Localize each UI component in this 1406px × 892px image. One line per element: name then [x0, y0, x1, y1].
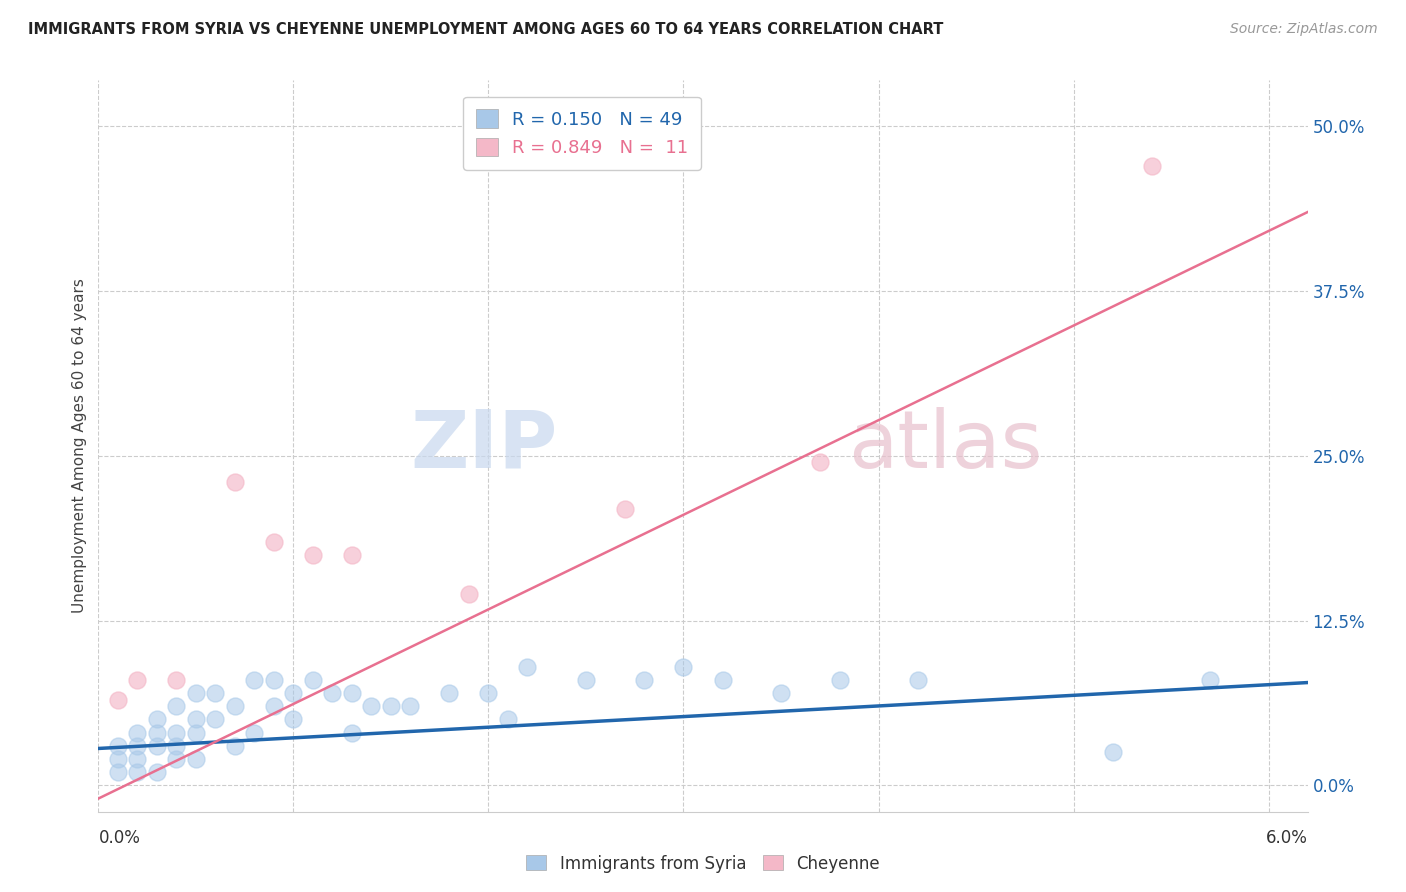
Point — [184, 686, 207, 700]
Point — [243, 725, 266, 739]
Text: 6.0%: 6.0% — [1265, 829, 1308, 847]
Legend: Immigrants from Syria, Cheyenne: Immigrants from Syria, Cheyenne — [520, 848, 886, 880]
Point — [184, 752, 207, 766]
Point — [107, 765, 129, 780]
Point — [243, 673, 266, 687]
Point — [146, 765, 169, 780]
Point — [263, 673, 285, 687]
Point — [575, 673, 598, 687]
Text: ZIP: ZIP — [411, 407, 558, 485]
Point — [165, 725, 187, 739]
Point — [204, 686, 226, 700]
Point — [360, 699, 382, 714]
Y-axis label: Unemployment Among Ages 60 to 64 years: Unemployment Among Ages 60 to 64 years — [72, 278, 87, 614]
Point — [127, 739, 149, 753]
Point — [1101, 746, 1123, 760]
Point — [204, 713, 226, 727]
Point — [828, 673, 851, 687]
Text: Source: ZipAtlas.com: Source: ZipAtlas.com — [1230, 22, 1378, 37]
Point — [399, 699, 422, 714]
Point — [146, 713, 169, 727]
Point — [127, 752, 149, 766]
Point — [283, 713, 305, 727]
Point — [340, 548, 363, 562]
Point — [614, 501, 637, 516]
Point — [107, 739, 129, 753]
Point — [263, 699, 285, 714]
Point — [146, 725, 169, 739]
Point — [302, 673, 325, 687]
Point — [711, 673, 734, 687]
Point — [283, 686, 305, 700]
Point — [146, 739, 169, 753]
Point — [808, 455, 831, 469]
Point — [1199, 673, 1222, 687]
Point — [907, 673, 929, 687]
Point — [633, 673, 655, 687]
Point — [769, 686, 792, 700]
Point — [672, 659, 695, 673]
Point — [127, 765, 149, 780]
Point — [263, 534, 285, 549]
Point — [340, 725, 363, 739]
Text: atlas: atlas — [848, 407, 1042, 485]
Point — [439, 686, 461, 700]
Point — [1140, 159, 1163, 173]
Point — [184, 713, 207, 727]
Point — [184, 725, 207, 739]
Point — [321, 686, 343, 700]
Point — [107, 752, 129, 766]
Point — [516, 659, 538, 673]
Point — [127, 725, 149, 739]
Point — [380, 699, 402, 714]
Point — [224, 699, 246, 714]
Point — [477, 686, 499, 700]
Point — [302, 548, 325, 562]
Point — [107, 692, 129, 706]
Point — [165, 699, 187, 714]
Point — [165, 673, 187, 687]
Point — [496, 713, 519, 727]
Point — [127, 673, 149, 687]
Point — [340, 686, 363, 700]
Point — [458, 587, 481, 601]
Point — [224, 475, 246, 490]
Point — [165, 739, 187, 753]
Text: 0.0%: 0.0% — [98, 829, 141, 847]
Text: IMMIGRANTS FROM SYRIA VS CHEYENNE UNEMPLOYMENT AMONG AGES 60 TO 64 YEARS CORRELA: IMMIGRANTS FROM SYRIA VS CHEYENNE UNEMPL… — [28, 22, 943, 37]
Point — [165, 752, 187, 766]
Point — [224, 739, 246, 753]
Legend: R = 0.150   N = 49, R = 0.849   N =  11: R = 0.150 N = 49, R = 0.849 N = 11 — [464, 96, 700, 169]
